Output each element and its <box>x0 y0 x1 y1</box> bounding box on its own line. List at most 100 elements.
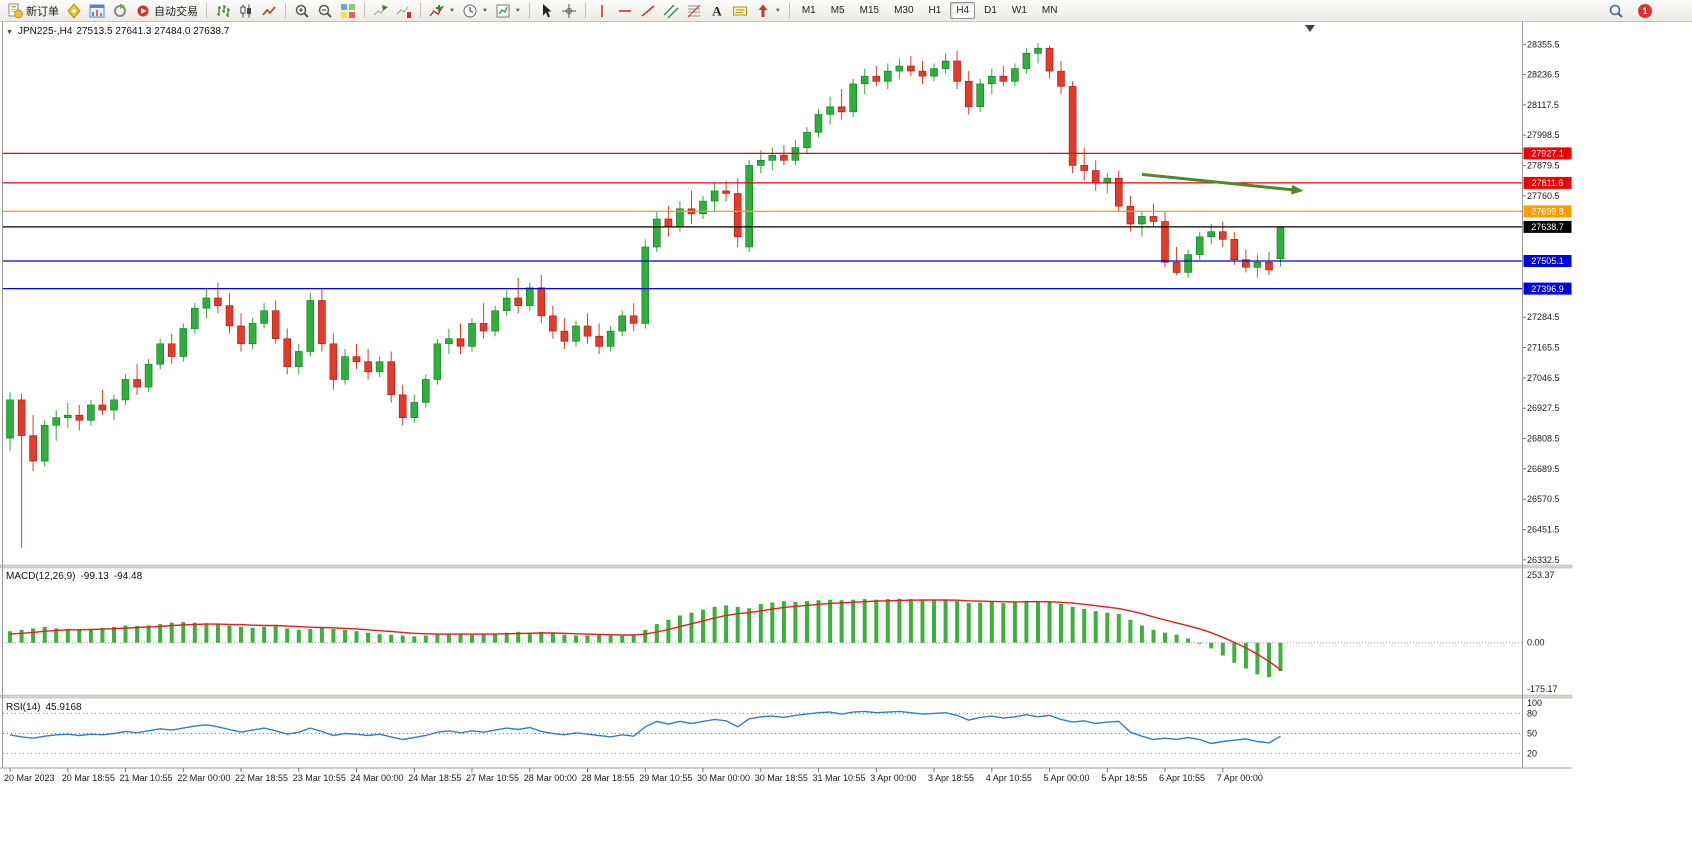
line-chart-button[interactable] <box>258 1 280 21</box>
zoom-out-button[interactable] <box>314 1 336 21</box>
indicators-button[interactable]: ▼ <box>426 1 458 21</box>
timeframe-d1-button[interactable]: D1 <box>984 5 997 16</box>
trendline-button[interactable] <box>637 1 659 21</box>
indicators-icon <box>429 3 445 19</box>
vertical-line-button[interactable] <box>591 1 613 21</box>
crosshair-button[interactable] <box>558 1 580 21</box>
timeframe-m5-button[interactable]: M5 <box>830 5 845 16</box>
price-tag <box>1523 176 1572 189</box>
price-tag-label: 27699.8 <box>1531 207 1564 217</box>
dropdown-caret-icon[interactable]: ▼ <box>481 7 488 14</box>
dropdown-caret-icon[interactable]: ▼ <box>449 7 455 14</box>
trendline-icon <box>640 3 656 19</box>
candlestick-chart-button[interactable] <box>235 1 257 21</box>
time-axis[interactable]: 20 Mar 2023 20 Mar 18:55 21 Mar 10:55 22 Ma… <box>0 767 1572 783</box>
price-tick-label: 28355.5 <box>1527 39 1560 49</box>
cursor-button[interactable] <box>535 1 557 21</box>
text-button[interactable]: A <box>706 1 728 21</box>
timeframe-m1-button[interactable]: M1 <box>801 5 816 16</box>
new-order-button-label: 新订单 <box>26 5 59 18</box>
refresh-button[interactable] <box>109 1 131 21</box>
rsi-axis-label: 50 <box>1527 729 1537 739</box>
price-tag-label: 27396.9 <box>1531 284 1564 294</box>
chart-window-icon <box>89 3 105 19</box>
level-current-price[interactable]: 27638.7 <box>3 220 1572 233</box>
toolbar-separator <box>584 3 586 18</box>
tile-windows-icon <box>340 3 356 19</box>
chart-shift-button[interactable] <box>393 1 415 21</box>
chart-window-button[interactable] <box>86 1 108 21</box>
price-tick-label: 27284.5 <box>1527 312 1560 322</box>
macd-axis-label: 0.00 <box>1527 638 1545 648</box>
time-axis-label: 24 Mar 18:55 <box>408 773 461 783</box>
toolbar-separator <box>528 3 530 18</box>
time-axis-label: 20 Mar 2023 <box>4 773 55 783</box>
level-support-upper[interactable]: 27505.1 <box>3 255 1572 267</box>
panel-separator[interactable] <box>0 564 1573 569</box>
candlestick-series <box>6 43 1285 548</box>
toolbar-separator <box>364 3 365 18</box>
price-tag <box>1523 282 1572 295</box>
line-chart-icon <box>261 3 277 19</box>
time-axis-label: 30 Mar 00:00 <box>697 773 750 783</box>
dropdown-caret-icon[interactable]: ▼ <box>514 7 521 14</box>
time-axis-label: 28 Mar 18:55 <box>582 773 635 783</box>
timeframe-mn-button[interactable]: MN <box>1041 5 1058 16</box>
level-support-lower[interactable]: 27396.9 <box>3 282 1572 295</box>
price-axis[interactable]: 28355.5 28236.5 28117.5 27998.5 27879.5 27760… <box>1523 39 1560 565</box>
hline-icon <box>617 3 633 19</box>
zoom-in-button[interactable] <box>291 1 313 21</box>
candles-icon <box>238 3 254 19</box>
macd-panel: 253.37 0.00 -175.17 <box>3 570 1558 694</box>
fibonacci-button[interactable] <box>683 1 705 21</box>
price-tick-label: 26927.5 <box>1527 403 1560 413</box>
price-tick-label: 28117.5 <box>1527 100 1559 110</box>
rsi-value: 45.9168 <box>45 702 82 713</box>
trend-arrow-annotation[interactable] <box>1141 172 1304 195</box>
dropdown-caret-icon[interactable]: ▼ <box>774 7 781 14</box>
bar-chart-button[interactable] <box>212 1 234 21</box>
horizontal-line-button[interactable] <box>614 1 636 21</box>
navigator-button[interactable] <box>63 1 85 21</box>
price-tick-label: 27879.5 <box>1527 161 1560 171</box>
zoom-in-icon <box>294 3 310 19</box>
price-tick-label: 28236.5 <box>1527 70 1560 80</box>
new-order-button[interactable]: 新订单 <box>4 1 62 21</box>
price-tick-label: 27760.5 <box>1527 191 1560 201</box>
price-tag <box>1523 255 1572 267</box>
templates-button[interactable]: ▼ <box>492 1 524 21</box>
toolbar-separator <box>285 3 286 18</box>
level-resistance-lower[interactable]: 27811.6 <box>3 176 1572 189</box>
new-order-icon <box>7 3 23 19</box>
search-button[interactable] <box>1605 1 1627 21</box>
auto-trading-button[interactable]: 自动交易 <box>132 1 201 21</box>
macd-label: MACD(12,26,9) -99.13 -94.48 <box>6 571 147 582</box>
bars-icon <box>215 3 231 19</box>
time-axis-label: 30 Mar 18:55 <box>755 773 808 783</box>
level-resistance-upper[interactable]: 27927.1 <box>3 147 1572 160</box>
time-axis-label: 24 Mar 00:00 <box>351 773 404 783</box>
tile-windows-button[interactable] <box>337 1 359 21</box>
price-tag-label: 27811.6 <box>1532 178 1564 188</box>
channel-icon <box>663 3 679 19</box>
level-pivot-orange[interactable]: 27699.8 <box>3 205 1572 218</box>
periods-button[interactable]: ▼ <box>459 1 491 21</box>
chart-region: 27927.1 27811.6 27699.8 27638.7 27505.1 27396… <box>0 22 1692 848</box>
timeframe-h4-button[interactable]: H4 <box>950 2 976 19</box>
timeframe-h1-button[interactable]: H1 <box>928 5 942 16</box>
chart-shift-marker[interactable] <box>1305 25 1315 32</box>
channel-button[interactable] <box>660 1 682 21</box>
time-axis-label: 5 Apr 00:00 <box>1044 773 1090 783</box>
timeframe-m15-button[interactable]: M15 <box>859 5 880 16</box>
notification-badge[interactable]: 1 <box>1638 3 1652 18</box>
one-click-trading-expander[interactable]: ▼ <box>6 29 13 36</box>
text-label-button[interactable] <box>729 1 751 21</box>
macd-name: MACD(12,26,9) <box>6 571 76 582</box>
timeframe-w1-button[interactable]: W1 <box>1011 5 1027 16</box>
panel-separator[interactable] <box>0 694 1573 699</box>
price-tick-label: 26570.5 <box>1527 494 1560 504</box>
arrows-button[interactable]: ▼ <box>752 1 784 21</box>
chart-canvas[interactable]: 27927.1 27811.6 27699.8 27638.7 27505.1 27396… <box>0 22 1692 848</box>
timeframe-m30-button[interactable]: M30 <box>894 5 914 16</box>
auto-scroll-button[interactable] <box>370 1 392 21</box>
